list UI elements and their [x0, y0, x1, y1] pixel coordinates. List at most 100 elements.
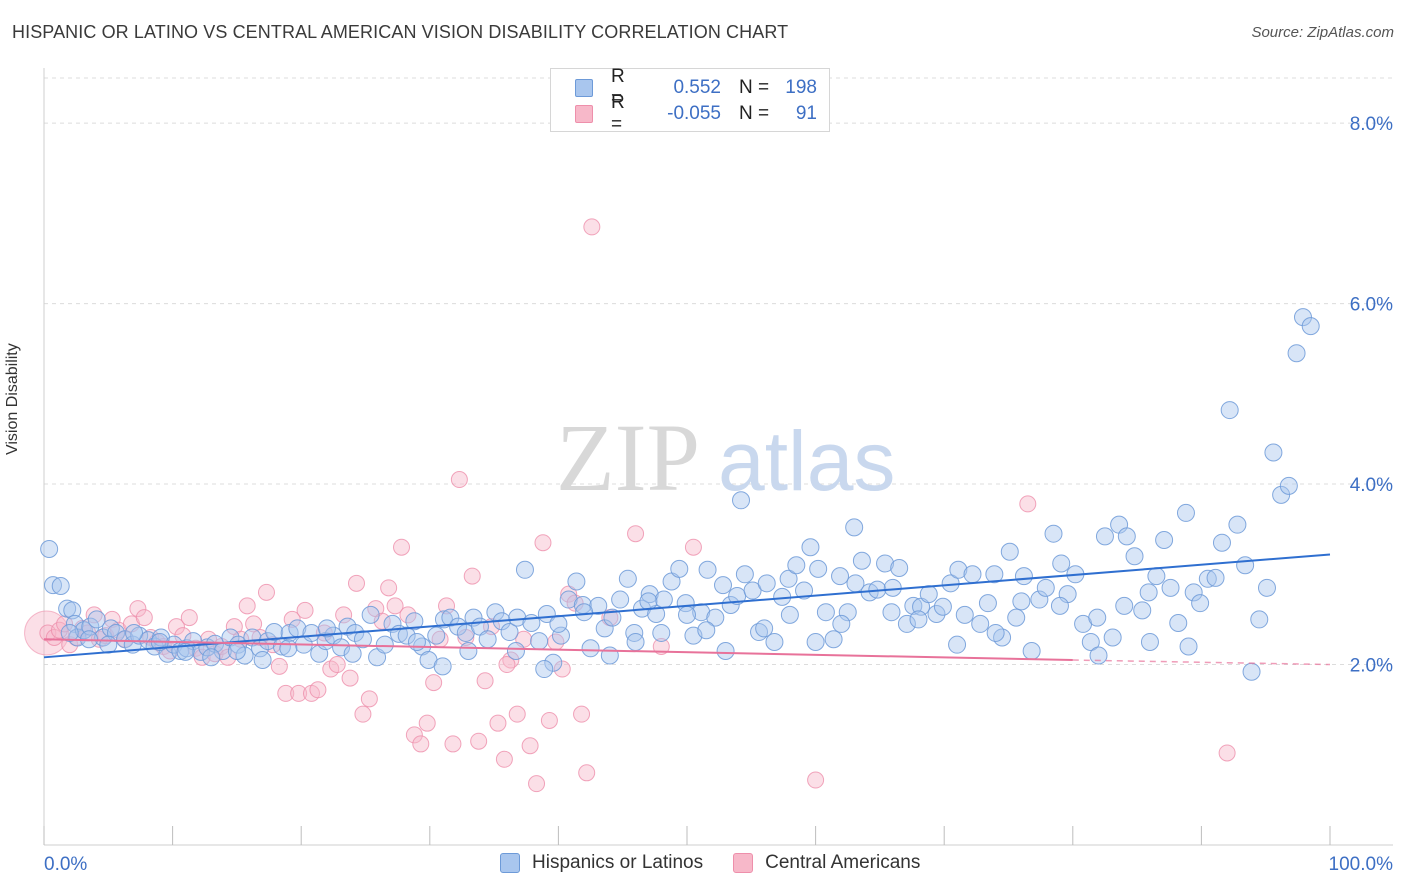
data-point — [780, 605, 799, 624]
legend-r-label: R = — [611, 92, 625, 135]
data-point — [399, 606, 417, 624]
data-point — [373, 612, 391, 630]
data-point — [795, 581, 814, 600]
data-point — [897, 614, 916, 633]
data-point — [277, 684, 295, 702]
legend-r-value: 0.552 — [673, 77, 721, 98]
data-point — [87, 610, 106, 629]
data-point — [500, 623, 519, 642]
data-point — [125, 623, 144, 642]
data-point — [202, 648, 221, 667]
data-point — [1052, 554, 1071, 573]
data-point — [332, 638, 351, 657]
data-point — [721, 595, 740, 614]
data-point — [279, 639, 298, 658]
data-point — [779, 569, 798, 588]
data-point — [65, 614, 84, 633]
data-point — [904, 596, 923, 615]
data-point — [603, 608, 622, 627]
data-point — [750, 623, 769, 642]
data-point — [625, 623, 644, 642]
data-point — [1287, 344, 1306, 363]
data-point — [1184, 583, 1203, 602]
data-point — [1125, 547, 1144, 566]
source-label: Source: ZipAtlas.com — [1251, 24, 1394, 41]
data-point — [755, 619, 774, 638]
data-point — [560, 585, 578, 603]
data-point — [1012, 592, 1031, 611]
data-point — [1044, 524, 1063, 543]
data-point — [40, 540, 59, 559]
data-point — [167, 618, 185, 636]
legend-swatch-pink — [733, 853, 754, 873]
data-point — [1081, 632, 1100, 651]
chart-title: HISPANIC OR LATINO VS CENTRAL AMERICAN V… — [12, 22, 789, 42]
legend-swatch-blue — [500, 853, 520, 873]
data-point — [978, 594, 997, 613]
data-point — [257, 583, 275, 601]
data-point — [530, 632, 549, 651]
data-point — [1022, 641, 1041, 660]
data-point — [824, 630, 843, 649]
data-point — [1000, 542, 1019, 561]
data-point — [670, 559, 689, 578]
data-point — [1014, 567, 1033, 586]
data-point — [809, 559, 828, 578]
data-point — [405, 612, 424, 631]
data-point — [405, 726, 423, 744]
data-point — [506, 641, 525, 660]
data-point — [1115, 596, 1134, 615]
data-point — [831, 567, 850, 586]
axis-layer — [43, 68, 1393, 846]
data-point — [743, 581, 762, 600]
legend-r-value: -0.055 — [667, 103, 721, 124]
data-point — [427, 626, 446, 645]
data-point — [716, 641, 735, 660]
legend-swatch-pink — [575, 105, 593, 123]
data-point — [60, 623, 79, 642]
data-point — [832, 614, 851, 633]
data-point — [1191, 594, 1210, 613]
data-point — [476, 672, 494, 690]
data-point — [883, 578, 902, 597]
data-point — [270, 657, 288, 675]
data-point — [611, 590, 630, 609]
data-point — [489, 714, 507, 732]
data-point — [1050, 596, 1069, 615]
data-point — [1147, 567, 1166, 586]
watermark-zip: ZIP — [556, 404, 700, 511]
grid-layer — [44, 77, 1393, 666]
data-point — [1264, 443, 1283, 462]
data-point — [697, 621, 716, 640]
data-point — [1103, 628, 1122, 647]
data-point — [335, 606, 353, 624]
data-point — [765, 632, 784, 651]
data-point — [654, 590, 673, 609]
legend-item-hispanics: Hispanics or Latinos — [500, 852, 703, 874]
data-point — [495, 750, 513, 768]
data-point — [919, 585, 938, 604]
data-point — [1019, 495, 1037, 513]
data-point — [807, 771, 825, 789]
data-point — [1007, 608, 1026, 627]
legend-row-central-americans: R = -0.055 N = 91 — [575, 92, 817, 135]
data-point — [99, 635, 118, 654]
trend-line-hispanics — [43, 553, 1331, 659]
data-point — [838, 603, 857, 622]
data-point — [963, 565, 982, 584]
data-point — [438, 597, 456, 615]
data-point — [698, 560, 717, 579]
data-point — [626, 632, 645, 651]
data-point — [1179, 637, 1198, 656]
data-point — [470, 732, 488, 750]
data-point — [227, 641, 246, 660]
data-point — [618, 569, 637, 588]
data-point — [283, 610, 301, 628]
data-point — [806, 632, 825, 651]
data-point — [341, 669, 359, 687]
data-point — [971, 614, 990, 633]
data-point — [1176, 503, 1195, 522]
data-point — [441, 608, 460, 627]
data-point — [425, 674, 443, 692]
